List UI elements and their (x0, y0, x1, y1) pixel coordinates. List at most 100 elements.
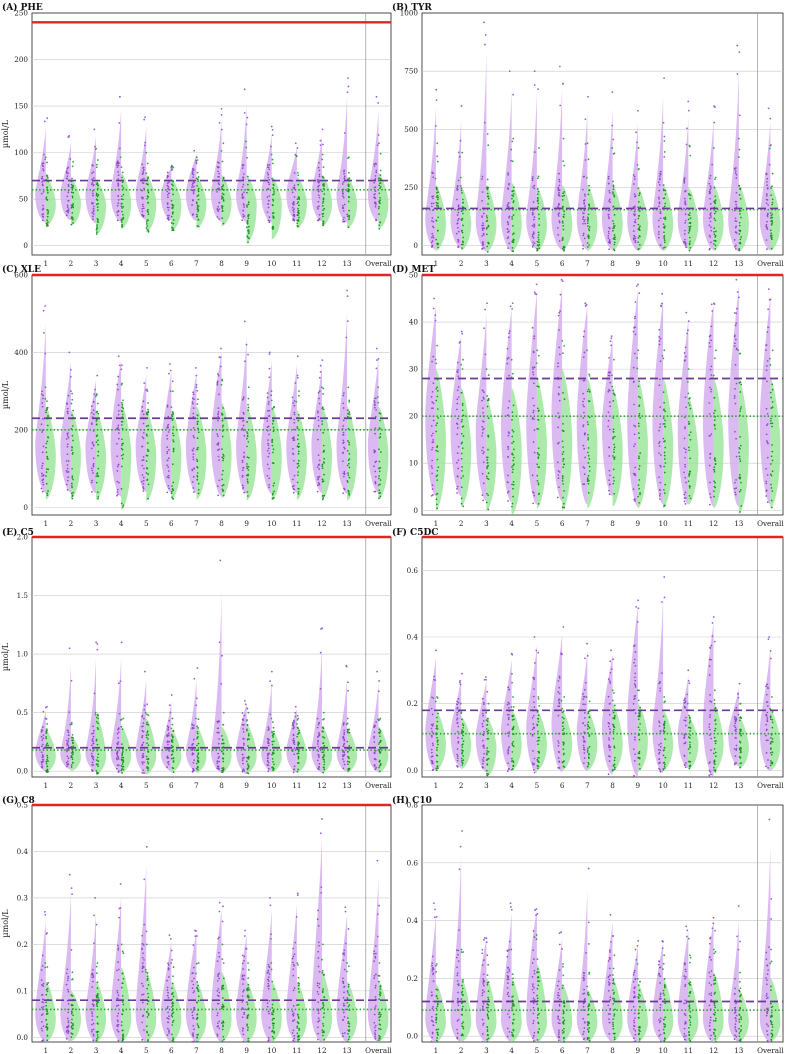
point-green (512, 440, 515, 443)
point-green (247, 406, 250, 409)
outlier-green (119, 719, 122, 721)
point-purple (709, 496, 712, 499)
point-purple (191, 170, 194, 172)
point-green (97, 722, 99, 725)
point-green (70, 752, 73, 754)
point-green (96, 474, 99, 477)
violin-green (612, 387, 623, 507)
x-tick-label: 4 (119, 519, 124, 528)
point-purple (431, 769, 434, 772)
point-green (378, 761, 381, 763)
point-purple (708, 224, 711, 227)
point-green (739, 447, 741, 450)
point-purple (430, 734, 433, 737)
point-green (486, 763, 489, 765)
outlier-green (171, 723, 174, 726)
y-tick-label: 100 (14, 148, 28, 157)
point-purple (532, 723, 535, 725)
point-purple (40, 751, 43, 754)
plot-frame (31, 12, 392, 256)
point-green (170, 492, 173, 495)
point-green (461, 718, 463, 721)
point-purple (243, 191, 245, 194)
point-purple (268, 452, 271, 455)
point-green (512, 232, 515, 235)
point-purple (556, 227, 559, 229)
point-green (588, 465, 591, 468)
point-green (147, 196, 150, 198)
point-purple (216, 762, 219, 765)
point-purple (684, 346, 687, 349)
outlier-green (272, 162, 274, 165)
outlier-green (170, 406, 173, 409)
outlier-purple (219, 365, 222, 368)
point-purple (583, 688, 586, 691)
point-purple (431, 195, 433, 198)
point-purple (242, 762, 244, 765)
outlier-purple (584, 305, 587, 307)
point-green (171, 414, 173, 416)
point-purple (241, 770, 244, 773)
x-tick-label: 3 (94, 781, 99, 790)
point-green (662, 391, 665, 394)
point-purple (532, 201, 535, 203)
point-green (145, 425, 148, 428)
point-purple (117, 424, 120, 427)
outlier-green (295, 400, 298, 403)
point-purple (317, 454, 320, 457)
outlier-green (46, 161, 48, 164)
point-purple (42, 445, 45, 448)
point-purple (66, 742, 69, 745)
point-green (247, 236, 249, 239)
point-green (663, 505, 665, 507)
point-purple (483, 398, 485, 400)
outlier-green (376, 396, 379, 398)
point-green (72, 478, 74, 481)
violin-purple (210, 119, 222, 222)
point-green (561, 761, 564, 764)
point-green (297, 762, 299, 764)
outlier-green (585, 696, 588, 698)
point-green (246, 226, 248, 229)
point-green (613, 194, 616, 196)
point-green (713, 470, 716, 473)
point-green (95, 192, 98, 195)
point-purple (558, 767, 560, 769)
outlier-purple (486, 690, 489, 693)
point-purple (343, 751, 346, 754)
point-purple (241, 461, 244, 464)
point-green (322, 451, 325, 453)
point-purple (166, 452, 169, 455)
point-purple (582, 417, 585, 419)
point-green (561, 440, 564, 443)
outlier-green (322, 387, 325, 390)
point-purple (658, 441, 661, 443)
violin-green (96, 410, 107, 500)
outlier-purple (319, 144, 322, 147)
point-green (687, 218, 690, 221)
point-purple (116, 455, 119, 458)
outlier-green (588, 373, 590, 376)
point-purple (483, 427, 485, 430)
point-purple (167, 457, 170, 460)
point-green (346, 213, 349, 216)
point-purple (293, 474, 296, 477)
outlier-green (170, 727, 173, 730)
point-purple (683, 500, 686, 503)
point-purple (481, 759, 484, 761)
outlier-green (486, 395, 489, 397)
point-purple (533, 678, 535, 681)
point-purple (218, 183, 221, 186)
point-green (222, 459, 224, 462)
point-green (436, 740, 439, 743)
violin-purple (311, 135, 322, 222)
x-tick-label: 3 (484, 259, 489, 268)
point-green (121, 759, 124, 761)
point-purple (607, 177, 610, 180)
point-purple (291, 452, 294, 455)
outlier-purple (270, 670, 273, 673)
point-purple (167, 466, 170, 468)
point-green (321, 480, 324, 483)
point-green (145, 736, 148, 739)
